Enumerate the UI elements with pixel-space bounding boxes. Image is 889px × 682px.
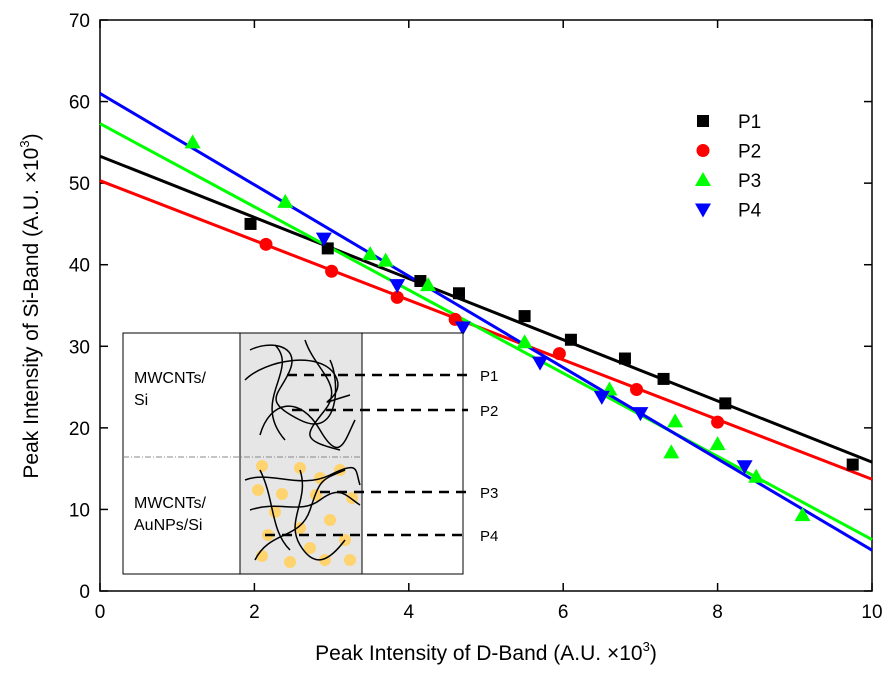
marker (552, 347, 566, 361)
nanotube (294, 469, 346, 561)
marker (667, 413, 684, 428)
inset: P1 P2 P3 P4 MWCNTs/Si MWCNTs/AuNPs/Si (122, 332, 498, 575)
gold-particle (256, 460, 268, 472)
plot-frame (99, 19, 873, 592)
fit-line (99, 154, 873, 464)
inset-marker-label: P3 (480, 485, 498, 502)
marker (184, 134, 201, 149)
gold-particle (284, 556, 296, 568)
legend-label: P1 (738, 112, 761, 133)
y-tick-label: 40 (69, 256, 90, 277)
x-label-end: ) (650, 642, 657, 665)
marker (277, 193, 294, 208)
x-axis-label: Peak Intensity of D-Band (A.U. ×103) (315, 639, 657, 665)
x-tick-label: 0 (95, 602, 106, 623)
x-tick-label: 4 (404, 602, 415, 623)
gold-particle (324, 514, 336, 526)
gold-particle (294, 462, 306, 474)
marker (736, 460, 753, 475)
marker (593, 390, 610, 405)
marker (390, 290, 404, 304)
marker (321, 242, 334, 255)
gold-particle (304, 542, 316, 554)
inset-label: AuNPs/Si (134, 517, 202, 534)
marker (794, 507, 811, 522)
marker (846, 458, 859, 471)
marker (630, 383, 644, 397)
x-label-sup: 3 (643, 639, 650, 654)
marker (259, 237, 273, 251)
inset-label: MWCNTs/ (134, 370, 207, 387)
gold-particle (294, 522, 306, 534)
legend-label: P4 (738, 201, 762, 222)
nanotube (271, 344, 286, 441)
x-tick-label: 8 (712, 602, 723, 623)
y-tick-label: 30 (69, 337, 90, 358)
x-tick-label: 10 (861, 602, 882, 623)
gold-particle (252, 484, 264, 496)
gold-particle (276, 488, 288, 500)
marker (719, 397, 732, 410)
legend-marker (695, 172, 711, 186)
marker (389, 279, 406, 294)
marker (315, 232, 332, 247)
y-label-text: Peak Intensity of Si-Band (A.U. ×10 (20, 148, 43, 479)
marker (516, 334, 533, 349)
marker (454, 321, 471, 336)
y-tick-label: 70 (69, 11, 90, 32)
nanotube (259, 469, 291, 551)
y-tick-label: 10 (69, 500, 90, 521)
x-label-text: Peak Intensity of D-Band (A.U. ×10 (315, 642, 642, 665)
gold-particle (269, 506, 281, 518)
marker (414, 275, 427, 288)
y-label-end: ) (20, 133, 43, 140)
legend-label: P2 (738, 142, 761, 163)
marker (564, 333, 577, 346)
y-label-sup: 3 (17, 140, 32, 147)
marker (244, 217, 257, 230)
legend-marker (697, 115, 709, 127)
inset-marker-label: P2 (480, 403, 498, 420)
x-tick-label: 2 (249, 602, 260, 623)
marker (632, 407, 649, 422)
marker (518, 310, 531, 323)
legend-marker (695, 203, 711, 218)
marker (711, 415, 725, 429)
legend-label: P3 (738, 171, 761, 192)
inset-marker-label: P1 (480, 368, 498, 385)
nanotube (244, 359, 351, 403)
marker (452, 287, 465, 300)
legend-marker (696, 144, 710, 157)
gold-particle (344, 554, 356, 566)
nanotube (254, 469, 346, 561)
marker (362, 246, 379, 261)
nanotube (304, 339, 341, 451)
marker (377, 252, 394, 267)
marker (657, 372, 670, 385)
inset-label: Si (134, 392, 148, 409)
marker (709, 436, 726, 451)
marker (618, 352, 631, 365)
y-axis-label: Peak Intensity of Si-Band (A.U. ×103) (17, 133, 43, 478)
marker (748, 468, 765, 483)
inset-label: MWCNTs/ (134, 495, 207, 512)
nanotube (244, 466, 361, 486)
marker (325, 264, 339, 278)
marker (663, 444, 680, 459)
fit-line (99, 92, 873, 552)
y-tick-label: 20 (69, 419, 90, 440)
nanotube (249, 344, 337, 425)
y-tick-label: 50 (69, 174, 90, 195)
inset-marker-label: P4 (480, 528, 498, 545)
y-tick-label: 0 (79, 582, 90, 603)
marker (532, 356, 549, 371)
x-tick-label: 6 (558, 602, 569, 623)
marker (420, 277, 437, 292)
y-tick-label: 60 (69, 93, 90, 114)
